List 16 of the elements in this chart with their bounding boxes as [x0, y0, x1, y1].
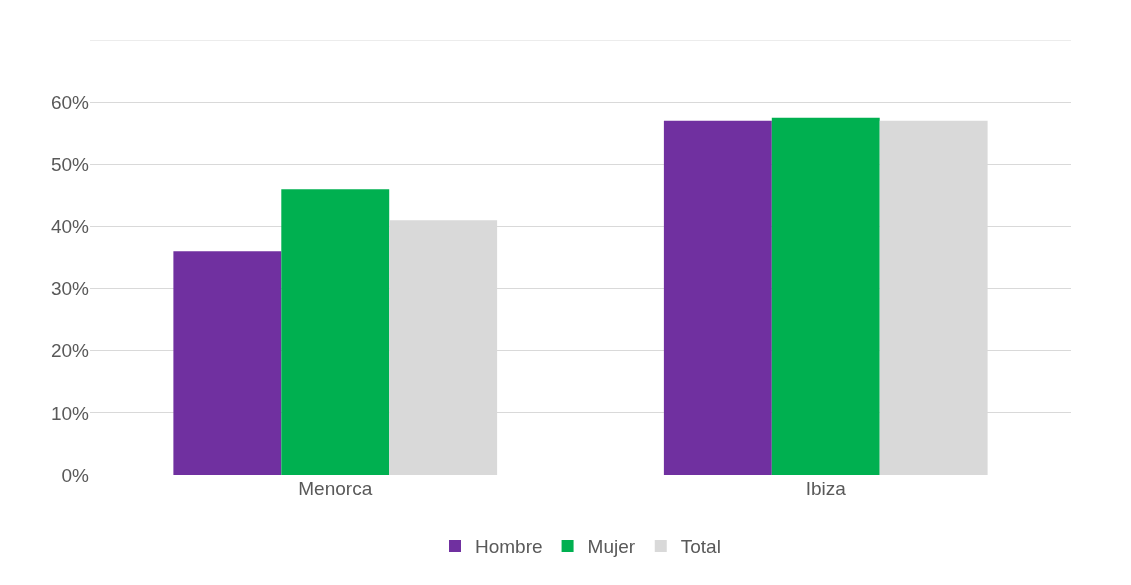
x-tick-label: Menorca — [298, 478, 373, 499]
legend-label: Total — [680, 536, 721, 558]
bar — [663, 120, 772, 475]
legend-label: Mujer — [587, 536, 636, 558]
y-tick-label: 60% — [50, 91, 90, 113]
y-tick-label: 40% — [50, 216, 90, 238]
bar — [771, 117, 880, 475]
legend-label: Hombre — [475, 536, 543, 558]
x-tick-label: Ibiza — [805, 478, 847, 499]
y-tick-label: 30% — [50, 278, 90, 300]
y-tick-label: 0% — [61, 464, 90, 486]
y-tick-label: 10% — [50, 402, 90, 424]
y-tick-label: 50% — [50, 153, 90, 175]
bar — [173, 251, 282, 475]
y-tick-label: 20% — [50, 340, 90, 362]
bar — [281, 189, 390, 475]
